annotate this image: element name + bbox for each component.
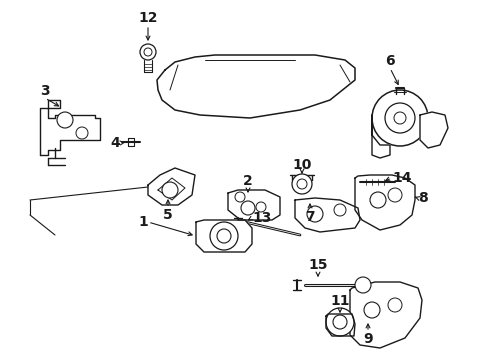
Polygon shape	[419, 112, 447, 148]
Circle shape	[256, 202, 265, 212]
Polygon shape	[294, 198, 359, 232]
Text: 2: 2	[243, 174, 252, 188]
Circle shape	[140, 44, 156, 60]
Polygon shape	[148, 168, 195, 205]
Circle shape	[333, 204, 346, 216]
Text: 6: 6	[385, 54, 394, 68]
Circle shape	[384, 103, 414, 133]
Text: 5: 5	[163, 208, 173, 222]
Polygon shape	[196, 220, 251, 252]
Text: 13: 13	[251, 211, 271, 225]
Polygon shape	[40, 100, 100, 155]
Circle shape	[363, 302, 379, 318]
Polygon shape	[227, 190, 280, 220]
Circle shape	[235, 192, 244, 202]
Circle shape	[387, 298, 401, 312]
Circle shape	[291, 174, 311, 194]
Polygon shape	[349, 282, 421, 348]
Circle shape	[306, 206, 323, 222]
Circle shape	[393, 112, 405, 124]
Circle shape	[296, 179, 306, 189]
Circle shape	[241, 201, 254, 215]
Text: 11: 11	[329, 294, 349, 308]
Text: 10: 10	[292, 158, 311, 172]
Text: 4: 4	[110, 136, 120, 150]
Text: 15: 15	[307, 258, 327, 272]
Circle shape	[209, 222, 238, 250]
Circle shape	[76, 127, 88, 139]
Circle shape	[332, 315, 346, 329]
Circle shape	[57, 112, 73, 128]
Text: 3: 3	[40, 84, 50, 98]
Text: 1: 1	[138, 215, 148, 229]
Text: 9: 9	[363, 332, 372, 346]
Polygon shape	[325, 314, 354, 336]
Circle shape	[387, 188, 401, 202]
Polygon shape	[371, 115, 389, 158]
Polygon shape	[354, 175, 414, 230]
Circle shape	[369, 192, 385, 208]
Circle shape	[217, 229, 230, 243]
Text: 14: 14	[391, 171, 411, 185]
Text: 8: 8	[417, 191, 427, 205]
Circle shape	[371, 90, 427, 146]
Circle shape	[325, 308, 353, 336]
Text: 12: 12	[138, 11, 158, 25]
Circle shape	[354, 277, 370, 293]
Polygon shape	[157, 55, 354, 118]
Circle shape	[143, 48, 152, 56]
Text: 7: 7	[305, 210, 314, 224]
Circle shape	[162, 182, 178, 198]
